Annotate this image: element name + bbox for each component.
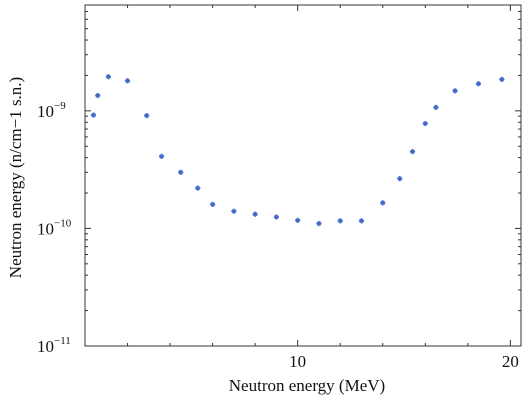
x-tick-label: 20: [502, 352, 519, 371]
data-point: [95, 92, 101, 99]
data-point: [105, 74, 111, 80]
x-axis-title: Neutron energy (MeV): [229, 376, 385, 395]
data-point: [380, 200, 386, 206]
data-point: [452, 88, 458, 94]
data-point: [358, 218, 365, 224]
data-point: [422, 120, 428, 127]
x-tick-label: 10: [289, 352, 306, 371]
plot-frame: [84, 4, 522, 347]
data-point: [144, 113, 150, 119]
data-point: [252, 211, 258, 217]
data-point: [178, 169, 184, 175]
data-point: [475, 81, 482, 87]
data-point: [210, 201, 216, 208]
data-point: [158, 153, 165, 159]
data-point: [273, 214, 280, 220]
data-point: [433, 104, 439, 110]
y-tick-label: 10−9: [37, 100, 66, 121]
data-point: [124, 78, 131, 84]
y-axis-title: Neutron energy (n/cm−1 s.n.): [6, 77, 25, 278]
data-point: [337, 218, 343, 224]
data-point: [295, 217, 301, 223]
data-point: [90, 112, 97, 118]
data-point: [231, 208, 237, 214]
y-tick-label: 10−10: [37, 217, 72, 238]
data-point: [316, 220, 322, 227]
y-tick-label: 10−11: [37, 335, 71, 356]
data-point: [499, 76, 505, 83]
data-point: [195, 185, 201, 191]
data-point: [409, 149, 416, 155]
data-point: [397, 176, 403, 182]
